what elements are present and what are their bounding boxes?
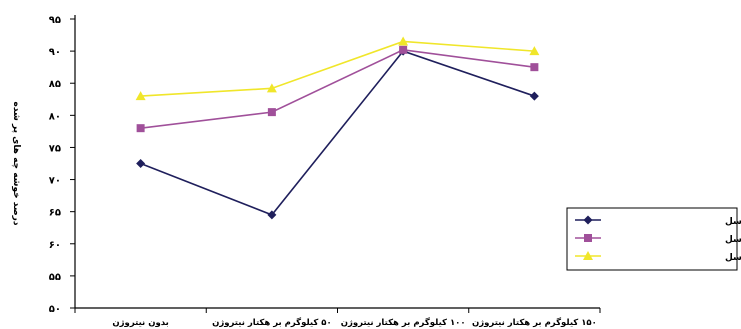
x-tick-label: ۵۰ کیلوگرم بر هکتار نیتروژن	[212, 317, 332, 328]
x-tick-label: بدون نیتروژن	[112, 318, 168, 328]
data-point	[136, 124, 145, 133]
x-tick-label: ۱۵۰ کیلوگرم بر هکتار نیتروژن	[472, 317, 597, 328]
series-line-3	[140, 40, 535, 97]
axes: ۵۰ ۵۵ ۶۰ ۶۵ ۷۰ ۷۵ ۸۰ ۸۵ ۹۰ ۹۵ بدون نیتروژن ۵۰ کیلوگ…	[11, 15, 601, 328]
data-point	[530, 63, 539, 72]
data-point	[136, 159, 146, 168]
data-point	[529, 46, 540, 56]
legend-marker	[583, 215, 593, 225]
y-tick-label: ۹۵	[49, 15, 61, 26]
data-point	[398, 36, 409, 46]
y-tick-label: ۵۵	[49, 272, 61, 283]
y-tick-label: ۷۰	[49, 176, 61, 187]
y-tick-label: ۸۵	[49, 79, 61, 90]
legend-entry: ۳ لیتر بر هکتار سایکوسل	[725, 253, 741, 263]
legend-box	[566, 207, 738, 271]
legend-entry: ۱/۵ لیتر بر هکتار سایکوسل	[725, 235, 741, 245]
series-line-2	[140, 49, 535, 129]
y-tick-label: ۷۵	[49, 143, 61, 154]
y-tick-label: ۶۵	[49, 208, 61, 219]
y-tick-label: ۹۰	[49, 47, 61, 58]
series-layer	[135, 36, 540, 220]
legend-entry: بدون سایکوسل	[725, 217, 741, 227]
legend-marker	[583, 251, 593, 260]
data-point	[529, 91, 539, 101]
legend-marker	[584, 234, 592, 242]
data-point	[266, 83, 277, 93]
y-tick-label: ۸۰	[49, 111, 61, 122]
data-point	[135, 91, 146, 101]
series-line-1	[140, 50, 535, 216]
y-tick-label: ۶۰	[49, 240, 61, 251]
legend: بدون سایکوسل ۱/۵ لیتر بر هکتار سایکوسل ۳ ل…	[566, 207, 741, 271]
data-point	[267, 108, 276, 117]
data-point	[267, 210, 277, 220]
x-tick-label: ۱۰۰ کیلوگرم بر هکتار نیتروژن	[341, 317, 466, 328]
y-tick-label: ۵۰	[49, 304, 61, 315]
y-axis-label: درصد خوشه چه های پر شده	[11, 102, 21, 226]
data-point	[399, 45, 408, 54]
